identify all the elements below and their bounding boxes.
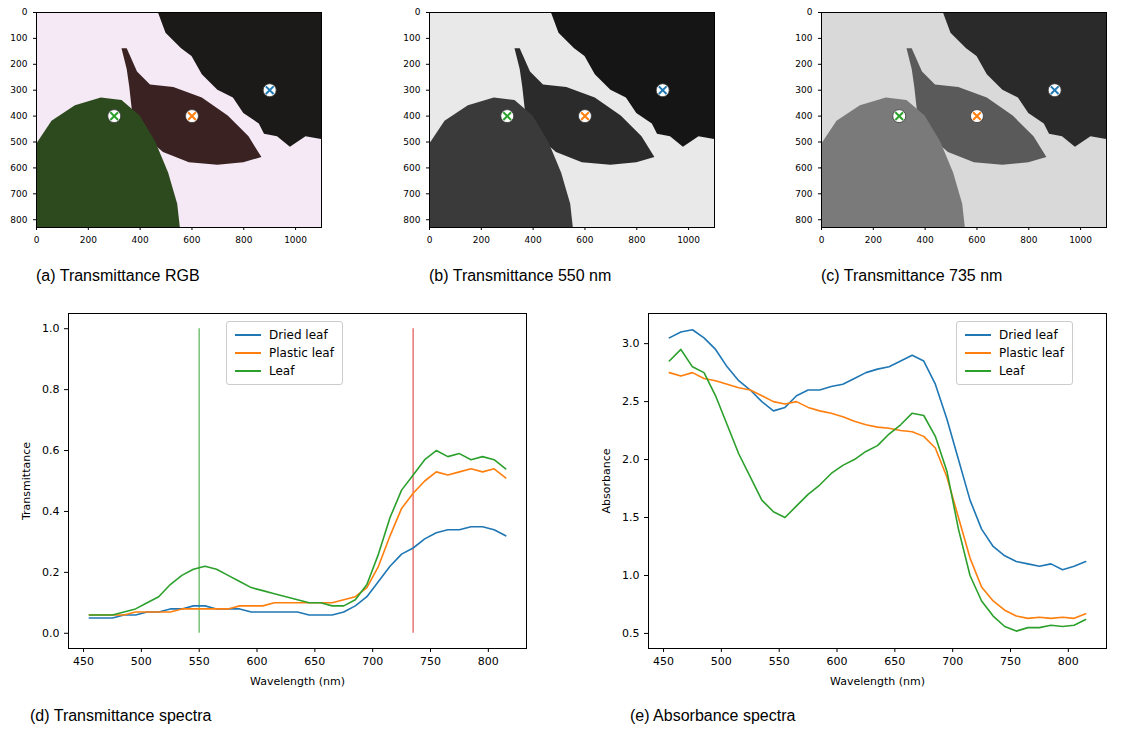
svg-text:0.4: 0.4 [42,505,60,518]
svg-text:800: 800 [235,235,252,245]
svg-text:500: 500 [10,137,27,147]
svg-text:650: 650 [884,655,905,668]
svg-text:700: 700 [403,189,420,199]
svg-text:800: 800 [1058,655,1079,668]
svg-text:550: 550 [769,655,790,668]
svg-text:500: 500 [131,655,152,668]
svg-text:0: 0 [819,235,825,245]
svg-text:1.0: 1.0 [622,569,640,582]
svg-text:650: 650 [304,655,325,668]
svg-text:600: 600 [968,235,985,245]
svg-text:Transmittance: Transmittance [20,442,33,521]
svg-text:450: 450 [653,655,674,668]
svg-text:2.5: 2.5 [622,395,640,408]
svg-text:500: 500 [711,655,732,668]
svg-text:800: 800 [10,215,27,225]
html-text:Plastic leaf: Plastic leaf [269,346,334,360]
html-text:(c) Transmittance 735 nm: (c) Transmittance 735 nm [821,267,1003,284]
html-text:Leaf: Leaf [999,364,1025,378]
svg-text:500: 500 [795,137,812,147]
svg-text:400: 400 [795,111,812,121]
svg-text:100: 100 [795,33,812,43]
svg-text:550: 550 [189,655,210,668]
svg-text:600: 600 [183,235,200,245]
svg-text:200: 200 [473,235,490,245]
svg-text:200: 200 [403,59,420,69]
svg-text:600: 600 [576,235,593,245]
html-text:Plastic leaf: Plastic leaf [999,346,1064,360]
html-text:Dried leaf: Dried leaf [269,328,328,342]
svg-text:0: 0 [22,7,28,17]
svg-text:0.6: 0.6 [42,444,60,457]
svg-text:600: 600 [10,163,27,173]
svg-text:Wavelength (nm): Wavelength (nm) [830,675,925,688]
html-text:(a) Transmittance RGB: (a) Transmittance RGB [36,267,200,284]
svg-text:800: 800 [1020,235,1037,245]
svg-text:700: 700 [10,189,27,199]
svg-text:300: 300 [10,85,27,95]
svg-text:800: 800 [628,235,645,245]
svg-text:600: 600 [795,163,812,173]
svg-text:800: 800 [478,655,499,668]
svg-text:400: 400 [10,111,27,121]
html-text:(d) Transmittance spectra: (d) Transmittance spectra [30,707,212,724]
svg-text:300: 300 [795,85,812,95]
svg-text:0: 0 [34,235,40,245]
svg-text:Absorbance: Absorbance [600,448,613,513]
svg-text:700: 700 [942,655,963,668]
svg-text:700: 700 [362,655,383,668]
svg-text:800: 800 [403,215,420,225]
svg-text:400: 400 [403,111,420,121]
svg-text:2.0: 2.0 [622,453,640,466]
html-text:(b) Transmittance 550 nm: (b) Transmittance 550 nm [429,267,612,284]
html-text:(e) Absorbance spectra: (e) Absorbance spectra [630,707,796,724]
svg-text:0.5: 0.5 [622,627,640,640]
svg-text:1000: 1000 [677,235,700,245]
svg-text:0.0: 0.0 [42,627,60,640]
svg-text:0: 0 [427,235,433,245]
svg-text:500: 500 [403,137,420,147]
svg-text:700: 700 [795,189,812,199]
svg-text:600: 600 [827,655,848,668]
svg-text:400: 400 [525,235,542,245]
svg-text:200: 200 [795,59,812,69]
svg-text:450: 450 [73,655,94,668]
svg-text:400: 400 [132,235,149,245]
svg-text:1.0: 1.0 [42,322,60,335]
svg-text:Wavelength (nm): Wavelength (nm) [250,675,345,688]
svg-text:0: 0 [415,7,421,17]
svg-text:0.2: 0.2 [42,566,60,579]
svg-text:400: 400 [917,235,934,245]
svg-text:750: 750 [1000,655,1021,668]
svg-text:600: 600 [403,163,420,173]
svg-text:200: 200 [10,59,27,69]
svg-text:1.5: 1.5 [622,511,640,524]
svg-text:600: 600 [247,655,268,668]
html-text:Dried leaf: Dried leaf [999,328,1058,342]
html-text:Leaf: Leaf [269,364,295,378]
svg-text:200: 200 [80,235,97,245]
svg-text:1000: 1000 [1069,235,1092,245]
svg-text:1000: 1000 [284,235,307,245]
svg-text:200: 200 [865,235,882,245]
svg-text:750: 750 [420,655,441,668]
svg-text:100: 100 [403,33,420,43]
svg-text:3.0: 3.0 [622,337,640,350]
svg-text:0: 0 [807,7,813,17]
svg-text:0.8: 0.8 [42,383,60,396]
svg-text:100: 100 [10,33,27,43]
svg-text:800: 800 [795,215,812,225]
svg-text:300: 300 [403,85,420,95]
